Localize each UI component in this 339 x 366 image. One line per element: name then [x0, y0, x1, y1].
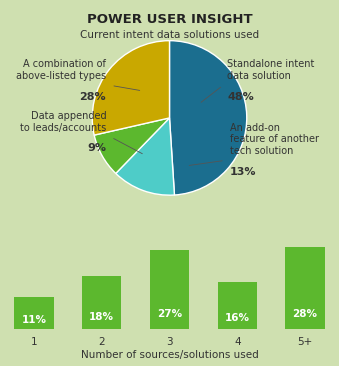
Text: 13%: 13% [230, 167, 256, 176]
Text: 9%: 9% [87, 143, 106, 153]
Text: 27%: 27% [157, 309, 182, 319]
Text: 18%: 18% [89, 312, 114, 322]
Text: POWER USER INSIGHT: POWER USER INSIGHT [87, 13, 252, 26]
X-axis label: Number of sources/solutions used: Number of sources/solutions used [81, 350, 258, 360]
Text: 28%: 28% [293, 309, 318, 319]
Bar [150, 250, 189, 329]
Wedge shape [92, 41, 170, 135]
Text: Standalone intent
data solution: Standalone intent data solution [227, 59, 315, 81]
Bar [82, 276, 121, 329]
Text: A combination of
above-listed types: A combination of above-listed types [16, 59, 106, 81]
Wedge shape [94, 118, 170, 173]
Text: 48%: 48% [227, 92, 254, 102]
Text: Data appended
to leads/accounts: Data appended to leads/accounts [20, 111, 106, 132]
Text: 11%: 11% [21, 315, 46, 325]
Bar [14, 297, 54, 329]
Bar [218, 282, 257, 329]
Text: 28%: 28% [80, 92, 106, 102]
Bar [285, 247, 325, 329]
Text: Current intent data solutions used: Current intent data solutions used [80, 30, 259, 40]
Wedge shape [116, 118, 175, 195]
Text: An add-on
feature of another
tech solution: An add-on feature of another tech soluti… [230, 123, 319, 156]
Wedge shape [170, 41, 247, 195]
Text: 16%: 16% [225, 313, 250, 323]
